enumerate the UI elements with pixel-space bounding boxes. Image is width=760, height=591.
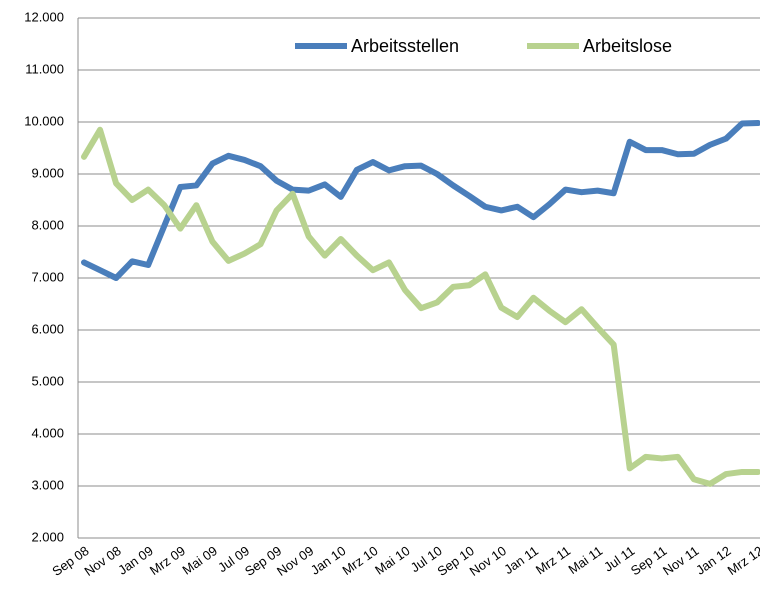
legend-label: Arbeitsstellen xyxy=(351,36,459,56)
x-tick-label: Jan 11 xyxy=(501,543,541,577)
x-tick-label: Jan 10 xyxy=(308,543,349,578)
y-tick-label: 4.000 xyxy=(31,425,64,440)
y-tick-label: 7.000 xyxy=(31,269,64,284)
x-tick-label: Nov 08 xyxy=(81,543,123,579)
y-tick-label: 9.000 xyxy=(31,165,64,180)
line-series xyxy=(81,126,760,487)
y-tick-label: 5.000 xyxy=(31,373,64,388)
y-tick-label: 3.000 xyxy=(31,477,64,492)
x-tick-label: Mrz 12 xyxy=(725,543,760,578)
line-series xyxy=(81,120,760,281)
x-tick-label: Nov 09 xyxy=(274,543,316,579)
y-tick-label: 11.000 xyxy=(25,61,64,76)
x-tick-label: Nov 10 xyxy=(467,543,509,579)
x-tick-label: Mrz 11 xyxy=(533,543,573,578)
x-tick-label: Jan 09 xyxy=(115,543,156,578)
y-tick-label: 8.000 xyxy=(31,217,64,232)
y-tick-label: 2.000 xyxy=(31,529,64,544)
x-tick-label: Jan 12 xyxy=(693,543,734,578)
x-tick-label: Mai 11 xyxy=(566,543,606,577)
y-tick-label: 6.000 xyxy=(31,321,64,336)
legend-label: Arbeitslose xyxy=(583,36,672,56)
x-tick-label: Mrz 09 xyxy=(147,543,188,578)
y-tick-label: 10.000 xyxy=(24,113,64,128)
y-tick-label: 12.000 xyxy=(24,9,64,24)
x-tick-label: Mai 10 xyxy=(372,543,413,578)
x-tick-label: Mrz 10 xyxy=(339,543,380,578)
x-tick-label: Nov 11 xyxy=(660,543,702,578)
x-tick-label: Sep 11 xyxy=(628,543,670,578)
x-tick-label: Mai 09 xyxy=(180,543,221,578)
